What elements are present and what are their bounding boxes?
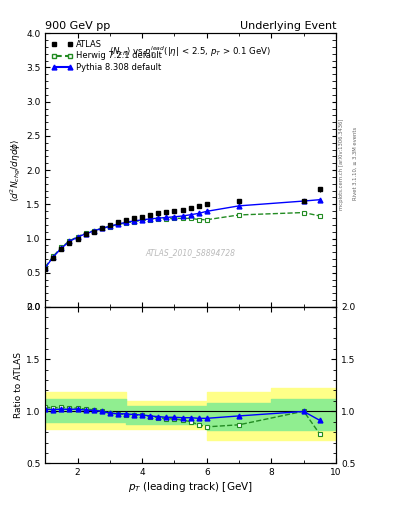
Herwig 7.2.1 default [301, 209, 306, 216]
Pythia 8.308 default [180, 213, 185, 219]
Herwig 7.2.1 default [180, 215, 185, 221]
Legend: ATLAS, Herwig 7.2.1 default, Pythia 8.308 default: ATLAS, Herwig 7.2.1 default, Pythia 8.30… [50, 37, 164, 74]
Herwig 7.2.1 default [196, 217, 201, 223]
Herwig 7.2.1 default [75, 233, 80, 240]
Herwig 7.2.1 default [51, 253, 56, 259]
Pythia 8.308 default [59, 245, 64, 251]
Text: 900 GeV pp: 900 GeV pp [45, 21, 110, 31]
Pythia 8.308 default [301, 198, 306, 204]
Line: Herwig 7.2.1 default: Herwig 7.2.1 default [43, 210, 322, 269]
Pythia 8.308 default [107, 223, 112, 229]
Herwig 7.2.1 default [164, 216, 169, 222]
Pythia 8.308 default [99, 225, 104, 231]
Herwig 7.2.1 default [124, 220, 129, 226]
Herwig 7.2.1 default [140, 217, 145, 223]
Herwig 7.2.1 default [318, 213, 322, 219]
Pythia 8.308 default [172, 214, 177, 220]
Herwig 7.2.1 default [91, 227, 96, 233]
Pythia 8.308 default [188, 211, 193, 218]
Herwig 7.2.1 default [148, 217, 152, 223]
Herwig 7.2.1 default [43, 264, 48, 270]
Y-axis label: $\langle d^2 N_{chg}/d\eta d\phi \rangle$: $\langle d^2 N_{chg}/d\eta d\phi \rangle… [9, 138, 23, 202]
Pythia 8.308 default [196, 210, 201, 217]
Herwig 7.2.1 default [188, 215, 193, 221]
Herwig 7.2.1 default [107, 224, 112, 230]
Herwig 7.2.1 default [132, 219, 136, 225]
Pythia 8.308 default [67, 239, 72, 245]
Pythia 8.308 default [116, 221, 120, 227]
Pythia 8.308 default [132, 218, 136, 224]
Herwig 7.2.1 default [67, 238, 72, 244]
Herwig 7.2.1 default [59, 244, 64, 250]
Text: Underlying Event: Underlying Event [239, 21, 336, 31]
Pythia 8.308 default [204, 208, 209, 215]
Pythia 8.308 default [156, 215, 161, 221]
Herwig 7.2.1 default [83, 230, 88, 236]
Pythia 8.308 default [83, 231, 88, 237]
Herwig 7.2.1 default [204, 217, 209, 223]
Pythia 8.308 default [318, 197, 322, 203]
Herwig 7.2.1 default [156, 216, 161, 222]
Pythia 8.308 default [91, 228, 96, 234]
Pythia 8.308 default [51, 254, 56, 260]
Text: $\langle N_{ch}\rangle$ vs $p_T^{lead}$($|\eta|$ < 2.5, $p_T$ > 0.1 GeV): $\langle N_{ch}\rangle$ vs $p_T^{lead}$(… [110, 44, 272, 59]
Pythia 8.308 default [140, 217, 145, 223]
Text: mcplots.cern.ch [arXiv:1306.3436]: mcplots.cern.ch [arXiv:1306.3436] [339, 118, 344, 209]
Herwig 7.2.1 default [237, 212, 241, 218]
Pythia 8.308 default [164, 215, 169, 221]
Herwig 7.2.1 default [99, 225, 104, 231]
Herwig 7.2.1 default [172, 215, 177, 221]
Line: Pythia 8.308 default: Pythia 8.308 default [43, 197, 322, 270]
Text: Rivet 3.1.10, ≥ 3.3M events: Rivet 3.1.10, ≥ 3.3M events [353, 127, 358, 201]
Text: ATLAS_2010_S8894728: ATLAS_2010_S8894728 [145, 248, 236, 257]
Pythia 8.308 default [75, 234, 80, 240]
Pythia 8.308 default [124, 219, 129, 225]
Pythia 8.308 default [148, 216, 152, 222]
Pythia 8.308 default [43, 265, 48, 271]
Herwig 7.2.1 default [116, 221, 120, 227]
Y-axis label: Ratio to ATLAS: Ratio to ATLAS [14, 352, 23, 418]
Pythia 8.308 default [237, 203, 241, 209]
X-axis label: $p_T$ (leading track) [GeV]: $p_T$ (leading track) [GeV] [128, 480, 253, 494]
